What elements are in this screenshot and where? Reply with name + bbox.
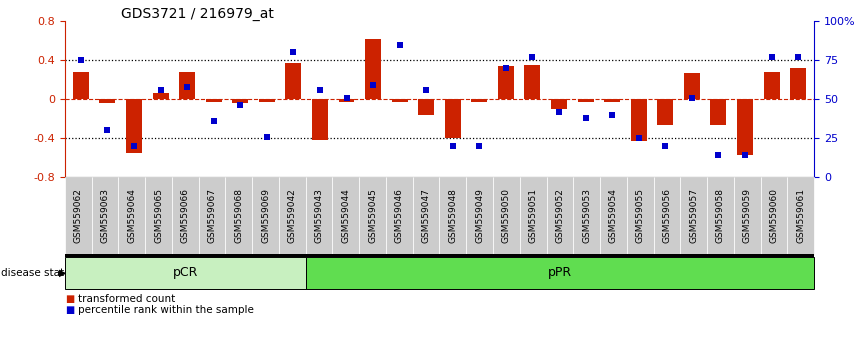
Bar: [525, 65, 540, 99]
Bar: [179, 72, 195, 99]
Bar: [684, 73, 700, 99]
Bar: [73, 72, 89, 99]
Bar: [630, 99, 647, 141]
Bar: [710, 99, 727, 125]
Text: ■: ■: [65, 305, 74, 315]
Bar: [764, 72, 779, 99]
Text: GDS3721 / 216979_at: GDS3721 / 216979_at: [121, 7, 275, 21]
Bar: [657, 99, 673, 125]
Bar: [206, 99, 222, 102]
Bar: [365, 39, 381, 99]
Bar: [152, 93, 169, 99]
Bar: [339, 99, 354, 102]
Text: GSM559059: GSM559059: [743, 188, 752, 244]
Text: GSM559056: GSM559056: [662, 188, 671, 244]
Bar: [391, 99, 408, 102]
Text: GSM559068: GSM559068: [235, 188, 243, 244]
Text: GSM559045: GSM559045: [368, 188, 377, 244]
Bar: [100, 99, 115, 103]
Text: GSM559043: GSM559043: [314, 188, 324, 244]
Text: percentile rank within the sample: percentile rank within the sample: [78, 305, 254, 315]
Text: GSM559063: GSM559063: [100, 188, 110, 244]
Text: GSM559062: GSM559062: [74, 188, 83, 244]
Text: transformed count: transformed count: [78, 294, 175, 304]
Text: GSM559057: GSM559057: [689, 188, 698, 244]
Text: GSM559058: GSM559058: [716, 188, 725, 244]
Bar: [126, 99, 142, 153]
Bar: [737, 99, 753, 155]
Bar: [498, 66, 514, 99]
Text: GSM559055: GSM559055: [636, 188, 644, 244]
Text: GSM559067: GSM559067: [208, 188, 216, 244]
Bar: [604, 99, 620, 102]
Text: disease state: disease state: [1, 268, 70, 278]
Bar: [551, 99, 567, 109]
Bar: [790, 68, 806, 99]
Text: GSM559046: GSM559046: [395, 188, 404, 244]
Text: GSM559065: GSM559065: [154, 188, 163, 244]
Bar: [286, 63, 301, 99]
Bar: [578, 99, 593, 102]
Bar: [259, 99, 275, 102]
Bar: [471, 99, 488, 102]
Text: GSM559053: GSM559053: [582, 188, 591, 244]
Text: GSM559047: GSM559047: [422, 188, 430, 244]
Text: ▶: ▶: [59, 268, 67, 278]
Text: GSM559061: GSM559061: [796, 188, 805, 244]
Text: pCR: pCR: [172, 266, 198, 279]
Text: GSM559060: GSM559060: [769, 188, 779, 244]
Text: GSM559064: GSM559064: [127, 188, 136, 244]
Text: GSM559050: GSM559050: [502, 188, 511, 244]
Text: GSM559042: GSM559042: [288, 189, 297, 243]
Text: pPR: pPR: [548, 266, 572, 279]
Text: GSM559049: GSM559049: [475, 188, 484, 244]
Bar: [312, 99, 328, 140]
Bar: [445, 99, 461, 138]
Bar: [232, 99, 249, 103]
Text: GSM559066: GSM559066: [181, 188, 190, 244]
Text: GSM559052: GSM559052: [555, 188, 565, 244]
Text: GSM559044: GSM559044: [341, 189, 351, 243]
Text: GSM559054: GSM559054: [609, 188, 617, 244]
Bar: [418, 99, 434, 115]
Text: GSM559069: GSM559069: [262, 188, 270, 244]
Text: GSM559048: GSM559048: [449, 188, 457, 244]
Text: GSM559051: GSM559051: [528, 188, 538, 244]
Text: ■: ■: [65, 294, 74, 304]
